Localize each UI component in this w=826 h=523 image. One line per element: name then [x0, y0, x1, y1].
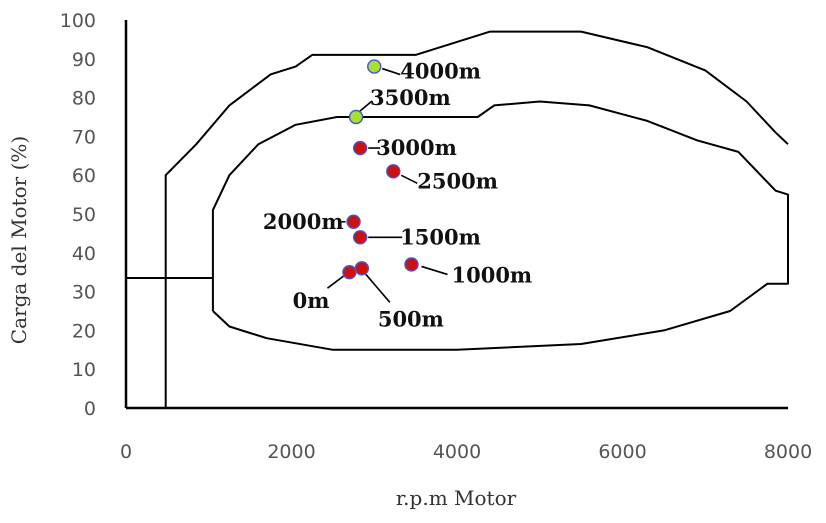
data-point-marker: [404, 257, 419, 272]
point-leader-line: [359, 100, 373, 112]
data-point-marker: [367, 59, 382, 74]
data-point-label: 2000m: [263, 209, 344, 234]
data-point-marker: [342, 265, 357, 280]
y-tick-label: 80: [72, 88, 96, 110]
x-tick-labels: 0 2000 4000 6000 8000: [120, 441, 812, 463]
point-leader-line: [400, 174, 418, 185]
y-tick-label: 90: [72, 49, 96, 71]
point-leader-line: [365, 273, 391, 303]
data-point-label: 4000m: [400, 59, 481, 84]
data-point-label: 500m: [378, 306, 444, 331]
y-tick-label: 100: [60, 10, 96, 32]
x-tick-label: 8000: [764, 441, 812, 463]
data-point-marker: [352, 140, 368, 156]
point-leader-line: [326, 275, 344, 289]
data-point-label: 2500m: [417, 168, 498, 193]
data-point-label: 1500m: [400, 224, 481, 249]
point-leader-line: [421, 265, 448, 276]
data-point-label: 3500m: [370, 85, 451, 110]
y-axis-title: Carga del Motor (%): [7, 136, 31, 344]
y-tick-label: 0: [84, 398, 96, 420]
data-point-label: 1000m: [451, 262, 532, 287]
y-tick-labels: 0 10 20 30 40 50 60 70 80 90 100: [60, 10, 96, 420]
y-tick-label: 30: [72, 282, 96, 304]
outer-envelope-curve: [164, 30, 789, 408]
x-tick-label: 6000: [598, 441, 646, 463]
x-tick-label: 4000: [433, 441, 481, 463]
y-tick-label: 70: [72, 126, 96, 148]
envelope-curves: [126, 30, 789, 408]
x-axis-title: r.p.m Motor: [396, 486, 517, 510]
data-point-marker: [352, 230, 368, 245]
y-tick-label: 50: [72, 204, 96, 226]
y-tick-label: 20: [72, 320, 96, 342]
data-point-marker: [354, 261, 370, 276]
y-tick-label: 40: [72, 243, 96, 265]
y-tick-label: 60: [72, 165, 96, 187]
point-leader-line: [381, 67, 401, 76]
data-point-label: 0m: [293, 288, 330, 313]
data-point-label: 3000m: [376, 135, 457, 160]
x-tick-label: 2000: [267, 441, 315, 463]
data-point-marker: [348, 109, 364, 125]
data-point-marker: [386, 164, 401, 179]
y-tick-label: 10: [72, 359, 96, 381]
x-tick-label: 0: [120, 441, 132, 463]
inner-envelope-curve: [211, 100, 789, 351]
data-point-marker: [346, 214, 361, 229]
